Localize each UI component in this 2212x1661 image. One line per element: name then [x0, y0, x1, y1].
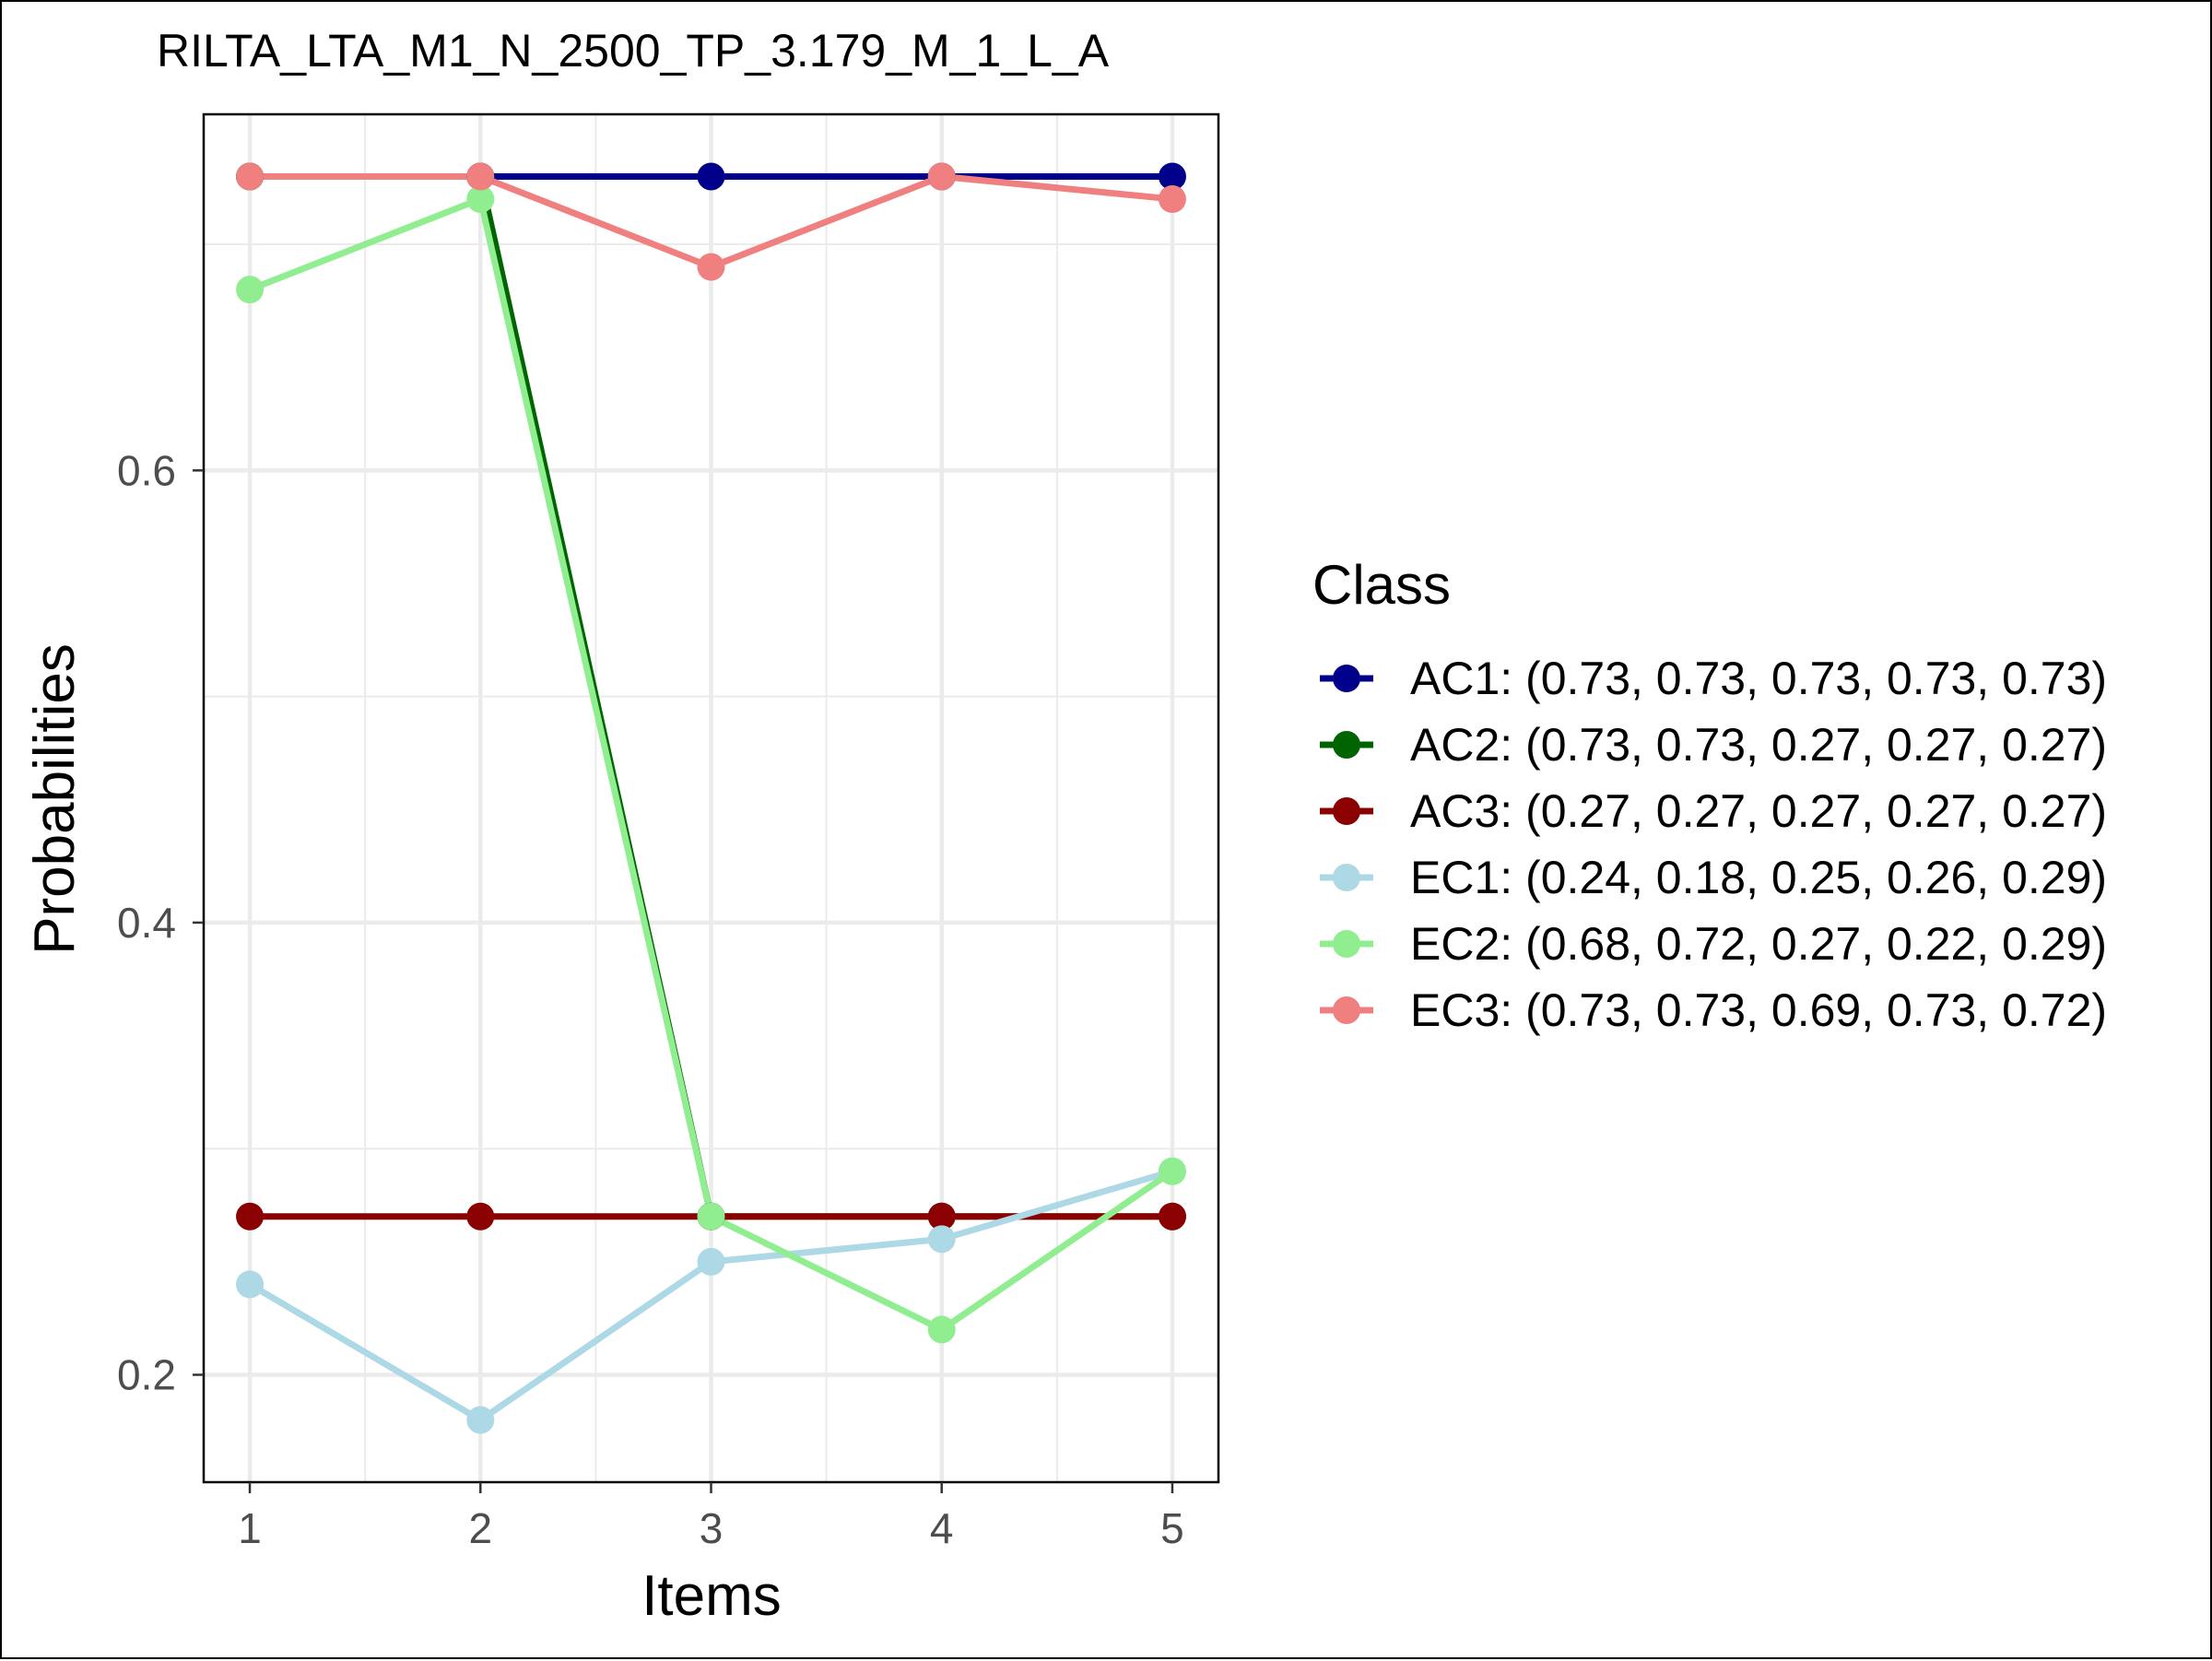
legend-item-label: AC1: (0.73, 0.73, 0.73, 0.73, 0.73)	[1410, 653, 2107, 704]
y-axis-ticks: 0.2 0.4 0.6	[117, 446, 204, 1398]
legend-key-point	[1333, 731, 1360, 759]
legend-key-point	[1333, 797, 1360, 825]
x-axis-title: Items	[641, 1564, 782, 1628]
y-tick-label: 0.6	[117, 446, 176, 494]
legend-item-label: EC3: (0.73, 0.73, 0.69, 0.73, 0.72)	[1410, 984, 2107, 1036]
data-point	[236, 1202, 265, 1231]
data-point	[927, 1225, 956, 1254]
data-point	[466, 1406, 495, 1434]
legend-item-label: AC3: (0.27, 0.27, 0.27, 0.27, 0.27)	[1410, 785, 2107, 837]
y-axis-title: Probabilities	[23, 643, 87, 955]
data-point	[466, 184, 495, 213]
x-tick-label: 3	[700, 1504, 724, 1552]
data-point	[697, 1247, 725, 1276]
x-tick-label: 5	[1160, 1504, 1184, 1552]
x-tick-label: 1	[238, 1504, 262, 1552]
data-point	[697, 253, 725, 281]
data-point	[1158, 1157, 1186, 1185]
x-tick-label: 4	[930, 1504, 954, 1552]
data-point	[1158, 184, 1186, 213]
data-point	[1158, 162, 1186, 191]
legend-key-point	[1333, 930, 1360, 958]
data-point	[927, 1315, 956, 1344]
y-tick-label: 0.4	[117, 899, 176, 947]
data-point	[697, 162, 725, 191]
grid	[204, 114, 1218, 1482]
legend-item-label: EC2: (0.68, 0.72, 0.27, 0.22, 0.29)	[1410, 918, 2107, 970]
legend-key-point	[1333, 864, 1360, 891]
legend-key-point	[1333, 665, 1360, 692]
data-point	[236, 276, 265, 304]
x-tick-label: 2	[468, 1504, 492, 1552]
legend-key-point	[1333, 996, 1360, 1024]
legend: Class AC1: (0.73, 0.73, 0.73, 0.73, 0.73…	[1312, 554, 2107, 1036]
data-point	[927, 162, 956, 191]
data-point	[466, 162, 495, 191]
data-point	[927, 1202, 956, 1231]
data-point	[697, 1202, 725, 1231]
y-tick-label: 0.2	[117, 1350, 176, 1398]
legend-title: Class	[1312, 554, 1451, 616]
data-point	[236, 162, 265, 191]
data-point	[466, 1202, 495, 1231]
legend-item-label: EC1: (0.24, 0.18, 0.25, 0.26, 0.29)	[1410, 852, 2107, 903]
data-point	[1158, 1202, 1186, 1231]
data-point	[236, 1270, 265, 1299]
series-points	[236, 162, 1186, 1434]
chart-title: RILTA_LTA_M1_N_2500_TP_3.179_M_1_L_A	[157, 25, 1110, 77]
x-axis-ticks: 1 2 3 4 5	[238, 1482, 1184, 1552]
legend-item-label: AC2: (0.73, 0.73, 0.27, 0.27, 0.27)	[1410, 719, 2107, 771]
